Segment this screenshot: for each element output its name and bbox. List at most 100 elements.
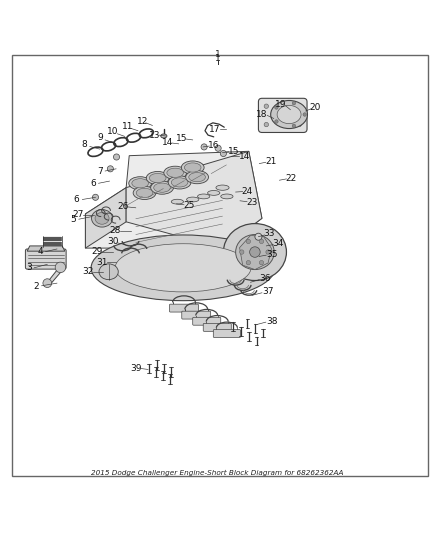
Polygon shape <box>46 268 65 284</box>
Ellipse shape <box>181 161 204 174</box>
Text: 1: 1 <box>215 50 221 59</box>
Text: 1: 1 <box>215 54 221 63</box>
Circle shape <box>92 194 99 200</box>
Circle shape <box>55 262 66 273</box>
Ellipse shape <box>164 166 187 179</box>
Text: 9: 9 <box>97 133 103 142</box>
Ellipse shape <box>127 252 145 273</box>
Circle shape <box>43 279 52 287</box>
Circle shape <box>246 261 251 265</box>
Text: 5: 5 <box>70 215 76 224</box>
Circle shape <box>292 124 296 127</box>
Text: 8: 8 <box>81 140 88 149</box>
Circle shape <box>201 144 207 150</box>
Ellipse shape <box>151 181 173 194</box>
Text: 16: 16 <box>208 141 219 150</box>
Ellipse shape <box>136 188 153 198</box>
Text: 27: 27 <box>72 211 84 219</box>
Ellipse shape <box>132 179 148 188</box>
FancyBboxPatch shape <box>25 249 66 269</box>
Ellipse shape <box>166 255 184 276</box>
Text: 21: 21 <box>265 157 276 166</box>
Circle shape <box>250 247 260 257</box>
FancyBboxPatch shape <box>203 324 231 332</box>
Text: 29: 29 <box>92 247 103 256</box>
Circle shape <box>246 239 251 244</box>
Text: 35: 35 <box>266 250 277 259</box>
Ellipse shape <box>171 178 188 187</box>
Text: 32: 32 <box>82 267 93 276</box>
Text: 10: 10 <box>107 127 119 136</box>
Text: 38: 38 <box>266 317 277 326</box>
FancyBboxPatch shape <box>258 98 307 133</box>
Circle shape <box>264 104 268 108</box>
Ellipse shape <box>216 185 229 190</box>
Ellipse shape <box>133 187 156 199</box>
Text: 19: 19 <box>275 100 286 109</box>
Text: 13: 13 <box>149 131 161 140</box>
Ellipse shape <box>154 183 170 192</box>
Circle shape <box>275 120 278 123</box>
Text: 30: 30 <box>107 238 118 246</box>
Polygon shape <box>27 246 65 251</box>
Text: 28: 28 <box>110 226 121 235</box>
Text: 18: 18 <box>256 110 268 118</box>
Text: 20: 20 <box>310 103 321 112</box>
Ellipse shape <box>99 264 118 280</box>
Ellipse shape <box>95 213 109 224</box>
Text: 14: 14 <box>239 151 250 160</box>
FancyBboxPatch shape <box>182 311 211 319</box>
Polygon shape <box>240 236 272 270</box>
Text: 26: 26 <box>117 201 128 211</box>
Circle shape <box>255 233 262 240</box>
Text: 2: 2 <box>33 282 39 291</box>
Text: 34: 34 <box>272 239 284 248</box>
Circle shape <box>259 239 264 244</box>
Circle shape <box>113 154 120 160</box>
Circle shape <box>297 104 301 108</box>
Ellipse shape <box>186 171 208 184</box>
Ellipse shape <box>146 172 169 184</box>
Ellipse shape <box>236 235 274 270</box>
Ellipse shape <box>277 106 301 124</box>
Text: 4: 4 <box>38 247 43 256</box>
Text: 7: 7 <box>97 166 103 175</box>
Ellipse shape <box>91 235 275 301</box>
Ellipse shape <box>161 134 167 138</box>
Polygon shape <box>126 151 262 248</box>
Circle shape <box>275 106 278 109</box>
FancyBboxPatch shape <box>213 329 240 337</box>
Ellipse shape <box>208 190 220 195</box>
Ellipse shape <box>221 194 233 199</box>
Ellipse shape <box>115 244 251 292</box>
Text: 37: 37 <box>262 287 274 296</box>
Text: 17: 17 <box>209 125 220 134</box>
Text: 24: 24 <box>242 187 253 196</box>
Text: 39: 39 <box>130 364 141 373</box>
Text: 3: 3 <box>26 263 32 272</box>
Text: 2015 Dodge Challenger Engine-Short Block Diagram for 68262362AA: 2015 Dodge Challenger Engine-Short Block… <box>92 470 344 477</box>
Text: 12: 12 <box>137 117 148 126</box>
FancyBboxPatch shape <box>170 304 198 312</box>
Circle shape <box>264 123 268 127</box>
Ellipse shape <box>140 248 158 269</box>
Circle shape <box>266 250 270 254</box>
Ellipse shape <box>271 101 307 128</box>
Ellipse shape <box>129 177 152 190</box>
Circle shape <box>259 261 264 265</box>
Ellipse shape <box>189 173 205 182</box>
Ellipse shape <box>187 197 199 202</box>
Circle shape <box>107 166 113 172</box>
Text: 23: 23 <box>247 198 258 207</box>
Circle shape <box>303 113 307 116</box>
Text: 36: 36 <box>259 274 271 283</box>
Text: 33: 33 <box>264 229 275 238</box>
Circle shape <box>220 150 226 157</box>
Ellipse shape <box>167 168 184 177</box>
Text: 6: 6 <box>74 195 80 204</box>
Ellipse shape <box>223 223 286 280</box>
Polygon shape <box>85 151 262 248</box>
Circle shape <box>240 250 244 254</box>
Polygon shape <box>85 188 126 248</box>
Text: 25: 25 <box>184 201 195 209</box>
